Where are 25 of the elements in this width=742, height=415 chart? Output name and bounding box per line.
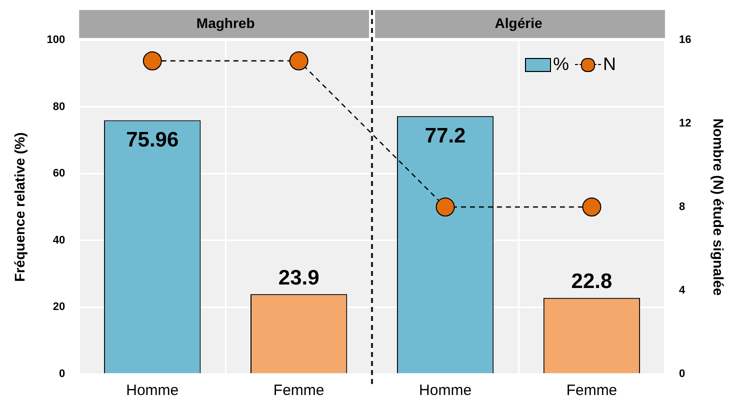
data-label: 22.8 xyxy=(571,270,612,294)
legend-label: N xyxy=(602,54,616,75)
legend-label: % xyxy=(552,54,569,75)
y-tick-label: 60 xyxy=(52,168,66,180)
x-tick-label: Femme xyxy=(566,382,618,400)
y2-tick-label: 8 xyxy=(678,201,686,214)
x-tick-label: Homme xyxy=(126,382,179,400)
data-label: 75.96 xyxy=(126,128,179,152)
data-label: 23.9 xyxy=(278,266,320,290)
y2-tick-label: 4 xyxy=(678,284,686,297)
y-tick-label: 80 xyxy=(52,100,66,113)
text: Maghreb xyxy=(196,14,255,31)
y-axis-title: Fréquence relative (%) xyxy=(11,132,28,282)
x-tick-label: Homme xyxy=(419,382,472,400)
y-tick-label: 20 xyxy=(52,301,66,314)
y2-tick-label: 0 xyxy=(678,368,686,380)
y-tick-label: 40 xyxy=(52,234,66,246)
y2-axis-title: Nombre (N) étude signalée xyxy=(710,118,727,296)
y2-tick-label: 16 xyxy=(678,34,692,46)
x-tick-label: Femme xyxy=(273,382,324,400)
text: Algérie xyxy=(494,14,542,31)
y-tick-label: 100 xyxy=(46,34,66,46)
data-label: 77.2 xyxy=(424,124,466,148)
y-tick-label: 0 xyxy=(59,368,66,380)
y2-tick-label: 12 xyxy=(678,118,692,130)
